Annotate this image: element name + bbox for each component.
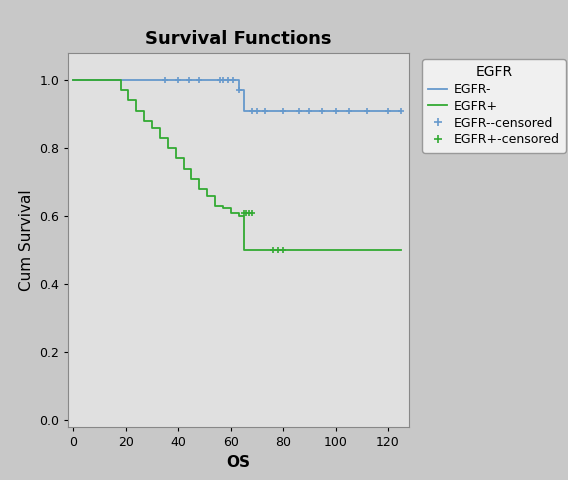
Title: Survival Functions: Survival Functions xyxy=(145,30,332,48)
X-axis label: OS: OS xyxy=(227,455,250,470)
Legend: EGFR-, EGFR+, EGFR--censored, EGFR+-censored: EGFR-, EGFR+, EGFR--censored, EGFR+-cens… xyxy=(422,59,566,153)
Y-axis label: Cum Survival: Cum Survival xyxy=(19,189,34,291)
